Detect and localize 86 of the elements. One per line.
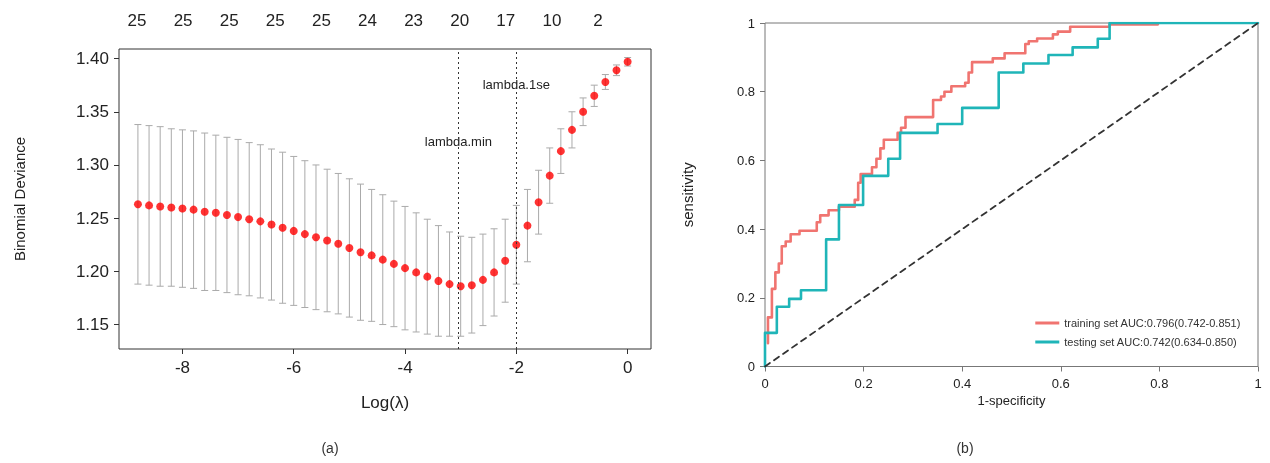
point <box>512 240 521 249</box>
y-tick-label: 0.8 <box>736 84 755 100</box>
point <box>490 268 499 277</box>
x-axis-title: Log(λ) <box>360 393 410 412</box>
point <box>245 215 254 224</box>
point <box>323 236 332 245</box>
point <box>356 248 365 257</box>
x-tick-label: 0 <box>761 375 769 391</box>
point <box>412 268 421 277</box>
point <box>567 125 576 134</box>
y-tick-label: 0.2 <box>736 290 755 306</box>
point <box>178 204 187 213</box>
y-tick-label: 0.6 <box>736 152 755 168</box>
x-tick-label: 0.4 <box>953 375 972 391</box>
x-tick-label: -4 <box>397 358 413 377</box>
point <box>145 201 154 210</box>
text: 2 <box>593 10 603 30</box>
point <box>467 281 476 290</box>
text: 25 <box>265 10 285 30</box>
x-tick-label: 0.6 <box>1051 375 1070 391</box>
text: 25 <box>127 10 147 30</box>
text: 25 <box>173 10 193 30</box>
point <box>456 282 465 291</box>
point <box>401 264 410 273</box>
point <box>133 200 142 209</box>
point <box>556 147 565 156</box>
point <box>189 205 198 214</box>
point <box>545 171 554 180</box>
y-tick-label: 1 <box>747 15 755 31</box>
point <box>278 223 287 232</box>
point <box>478 275 487 284</box>
point <box>200 207 209 216</box>
point <box>579 107 588 116</box>
point <box>345 243 354 252</box>
x-tick-label: -6 <box>286 358 302 377</box>
y-axis-title: sensitivity <box>679 161 696 228</box>
text: (a) <box>321 440 339 456</box>
x-tick-label: 0.2 <box>854 375 873 391</box>
point <box>334 239 343 248</box>
point <box>423 272 432 281</box>
x-tick-label: 0.8 <box>1150 375 1169 391</box>
y-tick-label: 1.35 <box>75 102 109 122</box>
point <box>167 203 176 212</box>
point <box>312 233 320 242</box>
point <box>256 217 265 226</box>
text: (b) <box>956 440 974 456</box>
text: 25 <box>311 10 331 30</box>
ref-line-label: lambda.1se <box>482 76 550 92</box>
text: 20 <box>450 10 470 30</box>
y-axis-title: Binomial Deviance <box>11 136 28 262</box>
point <box>434 276 443 285</box>
point <box>601 77 610 86</box>
y-tick-label: 1.20 <box>75 261 109 281</box>
text: 24 <box>358 10 377 30</box>
point <box>367 251 376 260</box>
x-tick-label: 0 <box>622 358 633 377</box>
point <box>222 210 231 219</box>
text: 25 <box>219 10 239 30</box>
point <box>378 255 387 264</box>
x-tick-label: -2 <box>508 358 524 377</box>
x-tick-label: 1 <box>1254 375 1262 391</box>
point <box>534 198 543 207</box>
point <box>211 208 220 217</box>
y-tick-label: 1.25 <box>75 208 109 228</box>
x-axis-title: 1-specificity <box>977 393 1046 409</box>
x-tick-label: -8 <box>174 358 190 377</box>
point <box>289 226 298 235</box>
point <box>267 220 276 229</box>
ref-line-label: lambda.min <box>424 133 493 149</box>
legend-label: training set AUC:0.796(0.742-0.851) <box>1064 317 1241 329</box>
point <box>389 259 398 268</box>
legend-label: testing set AUC:0.742(0.634-0.850) <box>1064 336 1237 348</box>
text: 10 <box>542 10 562 30</box>
point <box>501 256 510 265</box>
point <box>300 230 309 239</box>
text: 23 <box>404 10 424 30</box>
y-tick-label: 0.4 <box>736 221 755 237</box>
point <box>234 213 243 222</box>
y-tick-label: 1.30 <box>75 155 109 175</box>
point <box>523 221 532 230</box>
y-tick-label: 1.15 <box>75 315 109 335</box>
point <box>156 202 165 211</box>
text: 17 <box>496 10 516 30</box>
point <box>445 280 454 289</box>
point <box>590 91 599 100</box>
y-tick-label: 1.40 <box>75 49 109 69</box>
